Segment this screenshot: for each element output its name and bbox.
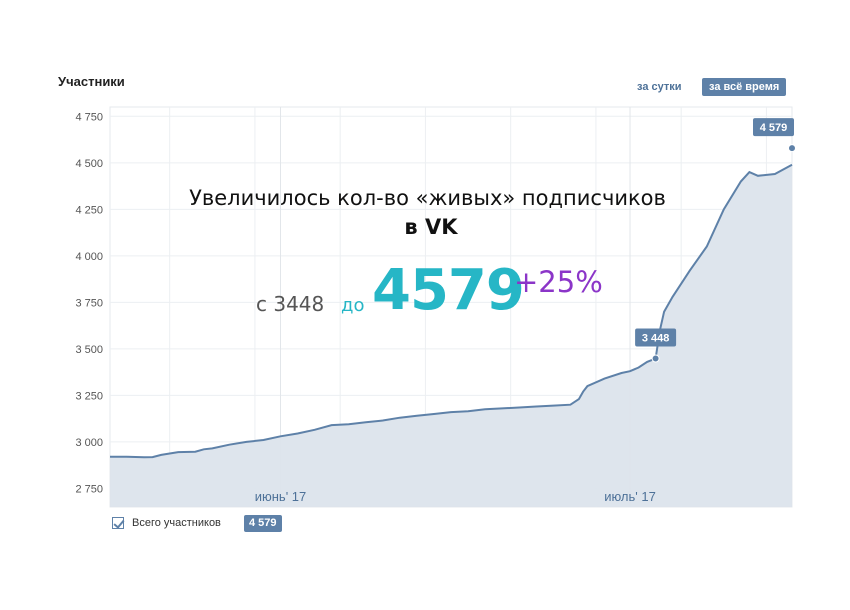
y-tick-label: 3 000 — [75, 437, 103, 449]
data-label-badge — [753, 118, 794, 137]
y-tick-label: 2 750 — [75, 483, 103, 495]
data-point-marker — [651, 354, 660, 363]
y-tick-label: 4 500 — [75, 158, 103, 170]
headline-line-1: Увеличилось кол-во «живых» подписчиков — [189, 186, 666, 210]
y-tick-label: 3 250 — [75, 390, 103, 402]
y-tick-label: 3 750 — [75, 297, 103, 309]
legend-label: Всего участников — [132, 517, 221, 529]
x-tick-label: июнь' 17 — [255, 489, 307, 504]
data-label-badge — [635, 328, 677, 347]
growth-percent-label: +25% — [514, 265, 603, 299]
to-prefix-label: до — [341, 295, 365, 316]
range-all-time-button[interactable]: за всё время — [702, 78, 787, 96]
legend-total-badge: 4 579 — [244, 515, 282, 532]
x-tick-label: июль' 17 — [604, 489, 656, 504]
chart-title: Участники — [58, 74, 125, 89]
series-line — [110, 163, 793, 459]
data-point-marker — [788, 144, 796, 153]
from-value-label: с 3448 — [256, 292, 325, 316]
range-day-button[interactable]: за сутки — [637, 81, 682, 93]
y-tick-label: 4 000 — [75, 251, 103, 263]
data-label: 4 579 — [760, 122, 788, 134]
series-checkbox[interactable] — [112, 517, 124, 529]
series-area — [110, 164, 792, 507]
data-label: 3 448 — [642, 333, 670, 345]
current-value-label: 4579 — [372, 258, 525, 323]
y-tick-label: 3 500 — [75, 344, 103, 356]
y-tick-label: 4 750 — [75, 111, 103, 123]
headline-line-2: в VK — [404, 215, 458, 239]
y-tick-label: 4 250 — [75, 204, 103, 216]
